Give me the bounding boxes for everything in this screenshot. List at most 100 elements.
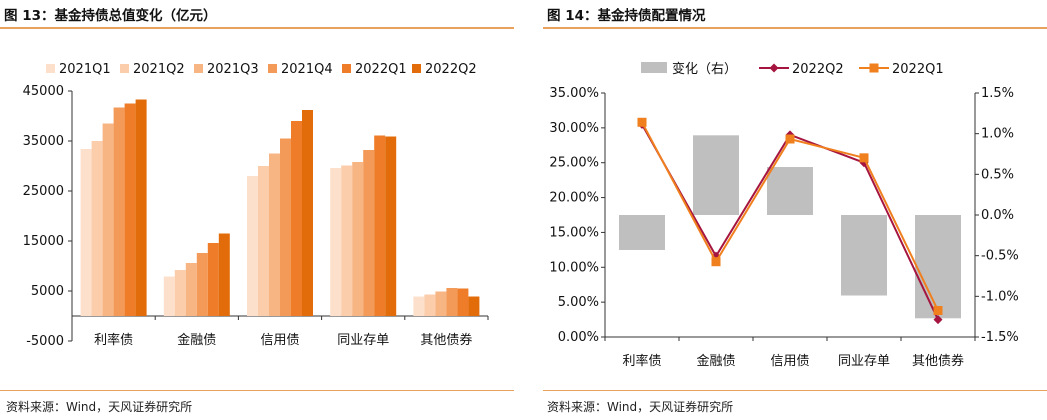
right-y-tick-label: -1.0% <box>981 289 1019 304</box>
right-y-tick-label: 1.0% <box>981 127 1014 142</box>
change-bar <box>767 167 813 215</box>
left-source-note: 资料来源：Wind，天风证券研究所 <box>6 400 193 414</box>
x-tick-label: 信用债 <box>260 333 299 348</box>
bar <box>196 253 208 316</box>
left-chart-title: 图 13：基金持债总值变化（亿元） <box>4 8 217 24</box>
bar <box>424 294 436 316</box>
right-y-tick-label: 0.5% <box>981 167 1014 182</box>
right-source-note: 资料来源：Wind，天风证券研究所 <box>547 400 734 414</box>
left-y-tick-label: 0.00% <box>558 330 599 345</box>
legend-marker-q2 <box>769 63 779 73</box>
bar <box>113 107 125 316</box>
legend-label: 2021Q1 <box>59 62 111 77</box>
q1-marker <box>933 306 943 316</box>
q1-marker <box>785 134 795 144</box>
bar <box>280 138 291 316</box>
q2-marker <box>933 315 943 325</box>
bar <box>302 110 313 316</box>
legend-swatch <box>412 64 421 73</box>
bar <box>80 149 92 316</box>
right-y-tick-label: -0.5% <box>981 249 1019 264</box>
legend-swatch <box>194 64 203 73</box>
bar <box>163 276 175 316</box>
left-title-rule <box>0 27 514 29</box>
x-tick-label: 其他债券 <box>912 353 964 369</box>
legend-marker-q1 <box>869 63 879 73</box>
legend-label: 变化（右） <box>672 61 737 77</box>
change-bar <box>693 135 739 215</box>
y-tick-label: 5000 <box>31 284 64 299</box>
bar <box>247 176 258 316</box>
bar <box>174 270 186 316</box>
bar <box>269 153 280 316</box>
legend-label: 2021Q3 <box>207 62 259 77</box>
right-y-tick-label: 1.5% <box>981 86 1014 101</box>
legend-label: 2022Q1 <box>892 62 944 77</box>
legend-label: 2022Q2 <box>792 62 844 77</box>
bar <box>291 121 302 316</box>
left-source-rule <box>0 390 514 391</box>
right-y-tick-label: 0.0% <box>981 208 1014 223</box>
bar <box>330 168 342 316</box>
legend-label: 2022Q2 <box>425 62 477 77</box>
legend-swatch-change <box>641 62 667 73</box>
change-bar <box>619 215 665 250</box>
legend-swatch <box>342 64 351 73</box>
series-line <box>641 123 939 320</box>
y-tick-label: 25000 <box>23 184 64 199</box>
bar <box>413 296 425 316</box>
left-y-tick-label: 5.00% <box>558 295 599 310</box>
bar <box>258 166 269 316</box>
y-tick-label: 35000 <box>23 134 64 149</box>
bar <box>468 296 480 316</box>
bar <box>91 141 103 316</box>
bar <box>135 99 147 316</box>
legend-swatch <box>46 64 55 73</box>
q1-marker <box>637 117 647 127</box>
right-source-rule <box>543 390 1047 391</box>
left-y-tick-label: 10.00% <box>549 260 599 275</box>
bar <box>352 162 364 316</box>
y-tick-label: 45000 <box>23 84 64 99</box>
left-y-tick-label: 30.00% <box>549 121 599 136</box>
y-tick-label: -5000 <box>26 334 64 349</box>
x-tick-label: 同业存单 <box>337 333 389 348</box>
bar <box>446 288 458 316</box>
left-y-tick-label: 15.00% <box>549 225 599 240</box>
x-tick-label: 金融债 <box>177 332 216 348</box>
q1-marker <box>711 257 721 267</box>
bar <box>435 291 447 316</box>
legend-swatch <box>268 64 277 73</box>
legend-label: 2021Q2 <box>133 62 185 77</box>
legend-swatch <box>120 64 129 73</box>
right-chart-title: 图 14：基金持债配置情况 <box>547 8 706 24</box>
bar <box>124 103 136 316</box>
bar <box>341 165 353 316</box>
x-tick-label: 同业存单 <box>838 354 890 369</box>
right-y-tick-label: -1.5% <box>981 330 1019 345</box>
series-line <box>641 121 939 311</box>
x-tick-label: 利率债 <box>94 332 133 348</box>
bar <box>218 233 230 316</box>
bar <box>385 136 397 316</box>
y-tick-label: 15000 <box>23 234 64 249</box>
bar <box>102 123 114 316</box>
change-bar <box>841 215 887 296</box>
legend-label: 2021Q4 <box>281 62 333 77</box>
x-tick-label: 金融债 <box>696 353 735 369</box>
bar <box>363 150 375 316</box>
left-y-tick-label: 20.00% <box>549 191 599 206</box>
bar <box>374 135 386 316</box>
x-tick-label: 信用债 <box>770 354 809 369</box>
change-bar <box>915 215 961 319</box>
left-y-tick-label: 35.00% <box>549 86 599 101</box>
x-tick-label: 利率债 <box>622 353 661 369</box>
x-tick-label: 其他债券 <box>420 332 472 348</box>
left-y-tick-label: 25.00% <box>549 156 599 171</box>
legend-label: 2022Q1 <box>355 62 407 77</box>
bar <box>457 288 469 316</box>
q1-marker <box>859 153 869 163</box>
bar <box>185 263 197 316</box>
